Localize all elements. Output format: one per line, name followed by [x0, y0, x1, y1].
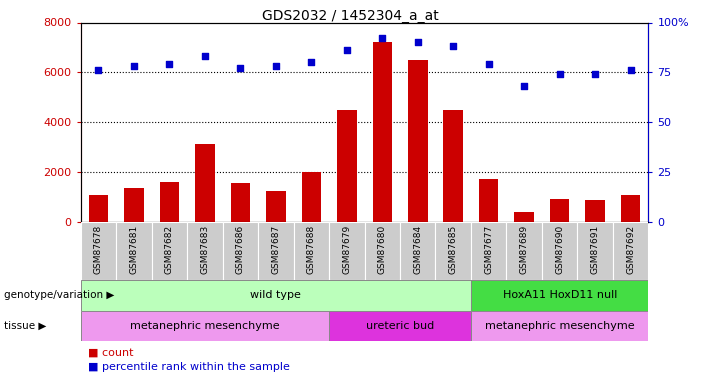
Point — [376, 35, 388, 41]
Bar — [372, 42, 392, 222]
Bar — [506, 222, 542, 280]
Text: GSM87684: GSM87684 — [414, 225, 422, 274]
Bar — [81, 310, 329, 341]
Bar — [151, 222, 187, 280]
Text: GSM87685: GSM87685 — [449, 225, 458, 274]
Point — [341, 47, 353, 53]
Bar — [294, 222, 329, 280]
Point — [448, 44, 459, 50]
Text: tissue ▶: tissue ▶ — [4, 321, 46, 331]
Bar — [471, 280, 648, 310]
Bar — [613, 222, 648, 280]
Point — [412, 39, 423, 45]
Bar — [116, 222, 151, 280]
Bar — [266, 190, 285, 222]
Bar — [621, 195, 641, 222]
Bar — [258, 222, 294, 280]
Text: GSM87691: GSM87691 — [591, 225, 599, 274]
Bar — [408, 60, 428, 222]
Text: metanephric mesenchyme: metanephric mesenchyme — [485, 321, 634, 331]
Text: metanephric mesenchyme: metanephric mesenchyme — [130, 321, 280, 331]
Text: GSM87678: GSM87678 — [94, 225, 103, 274]
Bar — [301, 172, 321, 222]
Bar — [329, 310, 471, 341]
Bar — [585, 201, 605, 222]
Point — [306, 59, 317, 65]
Bar — [160, 182, 179, 222]
Bar — [542, 222, 578, 280]
Text: GSM87682: GSM87682 — [165, 225, 174, 274]
Text: GSM87689: GSM87689 — [519, 225, 529, 274]
Text: ureteric bud: ureteric bud — [366, 321, 434, 331]
Text: GSM87681: GSM87681 — [130, 225, 138, 274]
Bar — [187, 222, 223, 280]
Bar — [471, 310, 648, 341]
Point — [519, 83, 530, 89]
Bar — [550, 199, 569, 222]
Bar — [365, 222, 400, 280]
Bar — [231, 183, 250, 222]
Point — [554, 71, 565, 77]
Text: ■ count: ■ count — [88, 348, 133, 358]
Bar — [435, 222, 471, 280]
Point — [590, 71, 601, 77]
Text: HoxA11 HoxD11 null: HoxA11 HoxD11 null — [503, 290, 617, 300]
Text: GSM87679: GSM87679 — [342, 225, 351, 274]
Bar — [195, 144, 215, 222]
Bar — [223, 222, 258, 280]
Bar — [444, 110, 463, 222]
Text: GSM87690: GSM87690 — [555, 225, 564, 274]
Text: ■ percentile rank within the sample: ■ percentile rank within the sample — [88, 362, 290, 372]
Point — [235, 65, 246, 71]
Text: GSM87686: GSM87686 — [236, 225, 245, 274]
Point — [199, 53, 210, 59]
Text: GDS2032 / 1452304_a_at: GDS2032 / 1452304_a_at — [262, 9, 439, 23]
Bar — [337, 110, 357, 222]
Bar — [81, 222, 116, 280]
Point — [164, 62, 175, 68]
Text: GSM87677: GSM87677 — [484, 225, 494, 274]
Bar — [479, 179, 498, 222]
Bar — [515, 211, 534, 222]
Text: genotype/variation ▶: genotype/variation ▶ — [4, 290, 114, 300]
Bar — [88, 195, 108, 222]
Text: GSM87692: GSM87692 — [626, 225, 635, 274]
Bar — [471, 222, 507, 280]
Point — [93, 67, 104, 73]
Bar — [81, 280, 471, 310]
Bar — [329, 222, 365, 280]
Text: GSM87688: GSM87688 — [307, 225, 315, 274]
Point — [270, 63, 281, 69]
Text: wild type: wild type — [250, 290, 301, 300]
Text: GSM87687: GSM87687 — [271, 225, 280, 274]
Point — [625, 67, 637, 73]
Bar — [400, 222, 435, 280]
Text: GSM87683: GSM87683 — [200, 225, 210, 274]
Point — [483, 62, 494, 68]
Point — [128, 63, 139, 69]
Text: GSM87680: GSM87680 — [378, 225, 387, 274]
Bar — [124, 188, 144, 222]
Bar — [578, 222, 613, 280]
